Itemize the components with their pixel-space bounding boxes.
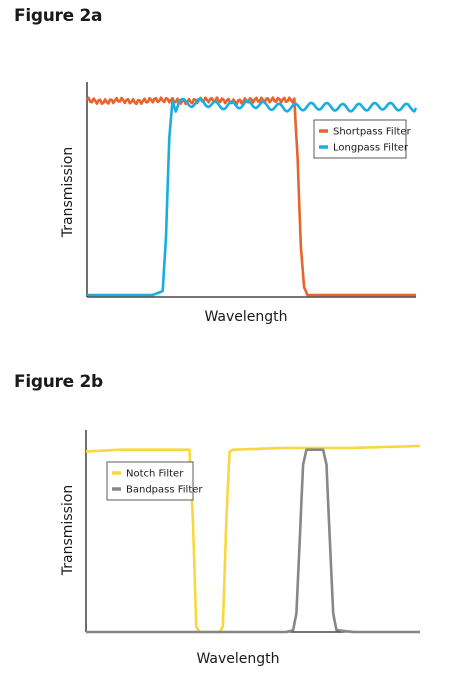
chart-1-legend-box <box>313 119 407 159</box>
legend-label-longpass-filter: Longpass Filter <box>333 143 409 154</box>
figure-2a-x-axis-label: Wavelength <box>204 309 288 325</box>
figure-2b-x-axis-label: Wavelength <box>196 651 280 667</box>
figure-2a-title: Figure 2a <box>14 6 103 26</box>
series-line-bandpass-filter <box>86 448 420 634</box>
series-line-shortpass-filter <box>85 96 416 297</box>
series-line-notch-filter <box>85 444 420 634</box>
legend-label-shortpass-filter: Shortpass Filter <box>333 127 412 138</box>
figure-2b-title: Figure 2b <box>14 372 103 392</box>
chart-2-legend-box <box>106 461 194 501</box>
legend-label-bandpass-filter: Bandpass Filter <box>126 485 203 496</box>
legend-label-notch-filter: Notch Filter <box>126 469 184 480</box>
series-line-longpass-filter <box>87 97 418 297</box>
